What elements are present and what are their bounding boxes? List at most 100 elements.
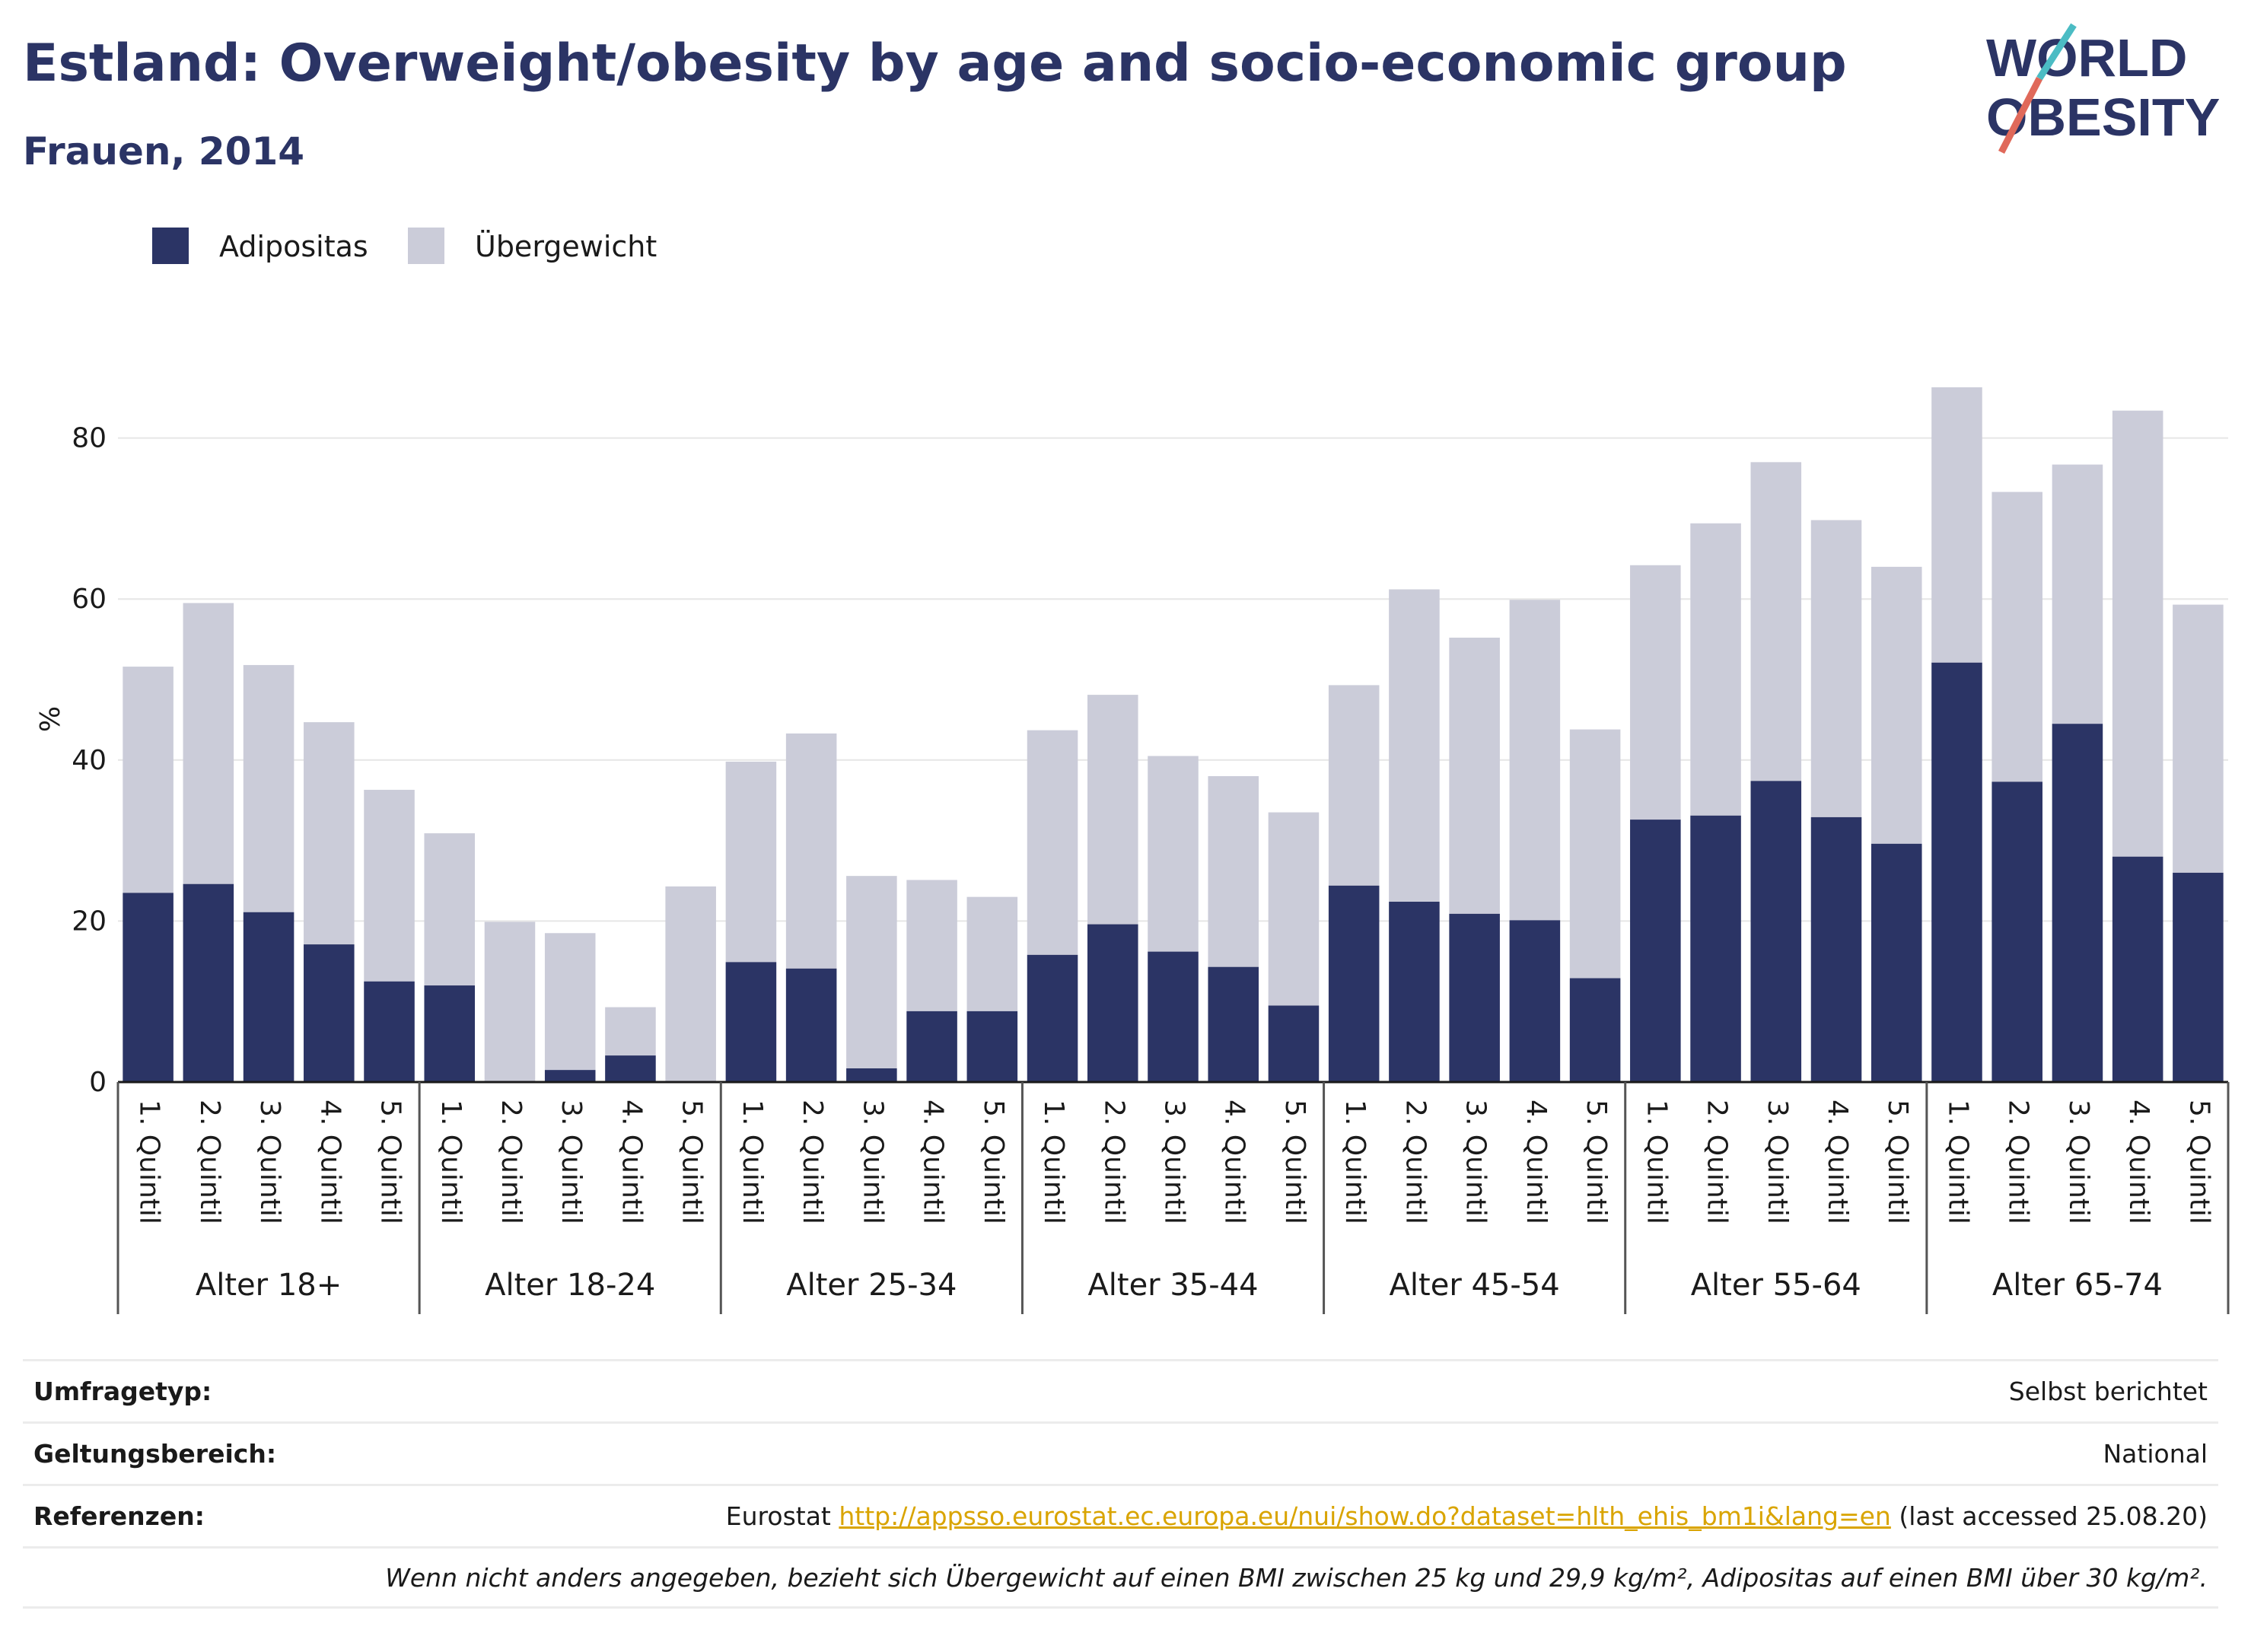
quintile-label: 4. Quintil xyxy=(2123,1100,2154,1224)
bar-adipositas xyxy=(1630,820,1681,1082)
bar-adipositas xyxy=(123,893,174,1082)
bar-uebergewicht xyxy=(906,880,957,1011)
bar-uebergewicht xyxy=(605,1007,656,1056)
quintile-label: 3. Quintil xyxy=(254,1100,285,1224)
group-label: Alter 35-44 xyxy=(1087,1268,1258,1303)
bar-adipositas xyxy=(1992,781,2042,1082)
quintile-label: 1. Quintil xyxy=(1339,1100,1371,1224)
bar-uebergewicht xyxy=(183,603,234,884)
quintile-label: 4. Quintil xyxy=(1822,1100,1853,1224)
bar-adipositas xyxy=(2112,856,2163,1082)
quintile-label: 3. Quintil xyxy=(1460,1100,1492,1224)
bar-uebergewicht xyxy=(1569,729,1621,979)
svg-text:OBESITY: OBESITY xyxy=(1986,88,2220,147)
quintile-label: 2. Quintil xyxy=(194,1100,225,1224)
footer-row-survey-type: Umfragetyp: Selbst berichtet xyxy=(23,1359,2218,1421)
quintile-label: 5. Quintil xyxy=(1279,1100,1310,1224)
bars xyxy=(123,387,2224,1082)
bar-adipositas xyxy=(1750,781,1802,1082)
bar-uebergewicht xyxy=(1268,812,1320,1006)
footer-row-scope: Geltungsbereich: National xyxy=(23,1421,2218,1484)
quintile-label: 3. Quintil xyxy=(1159,1100,1190,1224)
references-accessed: (last accessed 25.08.20) xyxy=(1899,1501,2208,1531)
survey-type-value: Selbst berichtet xyxy=(2008,1377,2208,1406)
bar-adipositas xyxy=(424,985,476,1082)
bar-adipositas xyxy=(544,1070,596,1082)
bar-adipositas xyxy=(1087,924,1138,1082)
bar-uebergewicht xyxy=(1871,566,1922,844)
bar-uebergewicht xyxy=(1630,565,1681,820)
bar-uebergewicht xyxy=(1148,756,1199,952)
bar-uebergewicht xyxy=(1328,685,1380,886)
y-axis-label: % xyxy=(35,706,66,732)
y-tick-label: 40 xyxy=(72,745,107,776)
bar-uebergewicht xyxy=(243,664,295,912)
group-label: Alter 45-54 xyxy=(1390,1268,1560,1303)
quintile-label: 2. Quintil xyxy=(495,1100,527,1224)
bar-uebergewicht xyxy=(1389,589,1440,902)
bar-adipositas xyxy=(1810,816,1862,1082)
footer-table: Umfragetyp: Selbst berichtet Geltungsber… xyxy=(23,1359,2218,1609)
bmi-definition-note: Wenn nicht anders angegeben, bezieht sic… xyxy=(385,1562,2208,1593)
group-label: Alter 55-64 xyxy=(1691,1268,1861,1303)
bar-uebergewicht xyxy=(1087,695,1138,925)
y-tick-label: 80 xyxy=(72,423,107,454)
bar-uebergewicht xyxy=(785,733,837,969)
bar-adipositas xyxy=(364,981,415,1082)
bar-adipositas xyxy=(906,1011,957,1082)
bar-adipositas xyxy=(1389,902,1440,1082)
survey-type-key: Umfragetyp: xyxy=(33,1377,212,1406)
bar-adipositas xyxy=(1148,951,1199,1082)
references-value: Eurostat http://appsso.eurostat.ec.europ… xyxy=(726,1501,2208,1531)
bar-uebergewicht xyxy=(544,933,596,1071)
bar-adipositas xyxy=(2173,872,2224,1082)
chart-title: Estland: Overweight/obesity by age and s… xyxy=(23,33,1847,94)
group-label: Alter 25-34 xyxy=(786,1268,957,1303)
quintile-label: 5. Quintil xyxy=(1581,1100,1612,1224)
bar-adipositas xyxy=(1449,913,1500,1082)
bar-adipositas xyxy=(1208,966,1259,1082)
bar-adipositas xyxy=(1931,662,1982,1082)
bar-uebergewicht xyxy=(846,876,897,1069)
quintile-label: 2. Quintil xyxy=(797,1100,828,1224)
scope-key: Geltungsbereich: xyxy=(33,1439,277,1469)
bar-adipositas xyxy=(1268,1005,1320,1082)
bar-adipositas xyxy=(2052,724,2103,1082)
quintile-label: 2. Quintil xyxy=(1399,1100,1431,1224)
world-obesity-logo: WORLD OBESITY xyxy=(1986,23,2220,154)
svg-text:WORLD: WORLD xyxy=(1986,28,2187,88)
chart-subtitle: Frauen, 2014 xyxy=(23,129,305,173)
bar-uebergewicht xyxy=(665,886,716,1082)
quintile-label: 4. Quintil xyxy=(1219,1100,1250,1224)
y-axis-ticks: 0 20 40 60 80 xyxy=(72,423,107,1098)
bar-adipositas xyxy=(243,912,295,1082)
bar-adipositas xyxy=(846,1068,897,1082)
references-key: Referenzen: xyxy=(33,1501,205,1531)
bar-adipositas xyxy=(605,1055,656,1082)
bar-uebergewicht xyxy=(1690,523,1741,816)
quintile-label: 3. Quintil xyxy=(2063,1100,2094,1224)
quintile-label: 3. Quintil xyxy=(556,1100,587,1224)
legend-swatch-uebergewicht xyxy=(408,228,444,264)
legend-label-adipositas: Adipositas xyxy=(219,230,368,263)
legend-label-uebergewicht: Übergewicht xyxy=(475,230,657,263)
group-label: Alter 18-24 xyxy=(485,1268,655,1303)
bar-adipositas xyxy=(1509,920,1561,1082)
bar-adipositas xyxy=(1569,978,1621,1082)
references-source: Eurostat xyxy=(725,1501,831,1531)
quintile-label: 1. Quintil xyxy=(1942,1100,1973,1224)
bar-uebergewicht xyxy=(123,667,174,893)
bar-uebergewicht xyxy=(304,722,355,945)
bar-uebergewicht xyxy=(1750,462,1802,781)
quintile-label: 5. Quintil xyxy=(2183,1100,2214,1224)
bar-adipositas xyxy=(1027,954,1078,1082)
quintile-label: 1. Quintil xyxy=(1641,1100,1672,1224)
bar-uebergewicht xyxy=(2112,410,2163,857)
legend-swatch-adipositas xyxy=(152,228,189,264)
quintile-label: 5. Quintil xyxy=(978,1100,1009,1224)
references-link[interactable]: http://appsso.eurostat.ec.europa.eu/nui/… xyxy=(839,1501,1891,1531)
quintile-label: 5. Quintil xyxy=(375,1100,406,1224)
bar-uebergewicht xyxy=(364,789,415,982)
bar-uebergewicht xyxy=(1810,520,1862,817)
bar-adipositas xyxy=(725,962,777,1082)
